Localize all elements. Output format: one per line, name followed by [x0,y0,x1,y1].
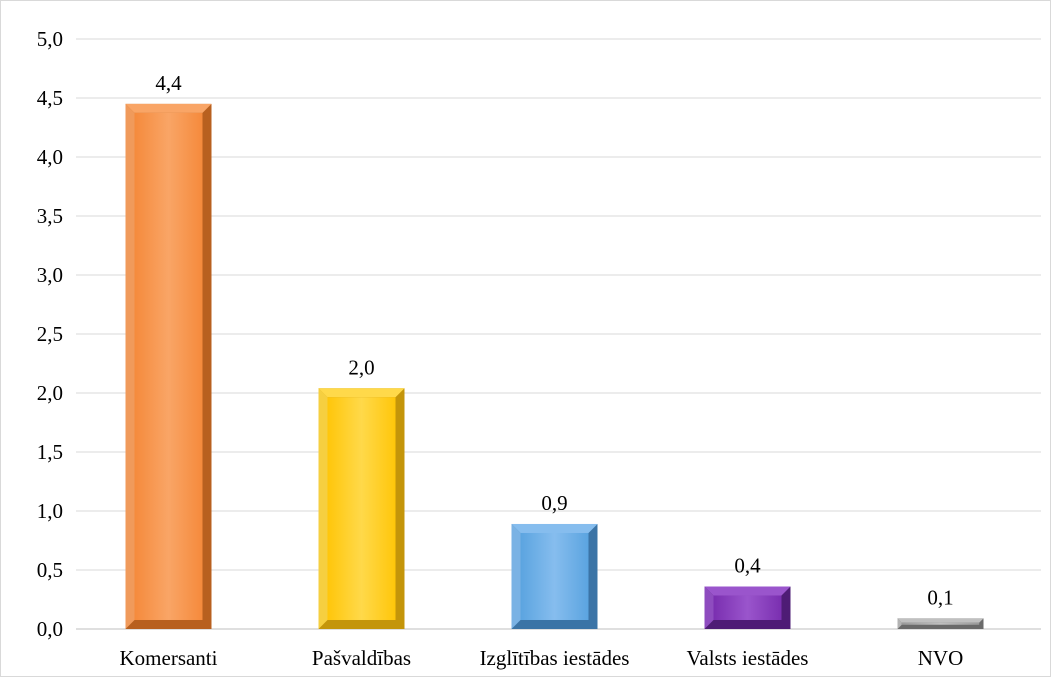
bar-face [901,622,980,625]
data-label: 4,4 [155,71,182,95]
data-label: 0,4 [734,554,761,578]
bar-bevel-left [318,388,328,629]
x-category-label: Izglītības iestādes [480,646,630,670]
data-label: 2,0 [348,355,374,379]
y-tick-label: 2,5 [37,322,63,346]
y-tick-label: 5,0 [37,27,63,51]
y-tick-label: 4,5 [37,86,63,110]
y-tick-label: 4,0 [37,145,63,169]
data-labels: 4,4 2,0 0,9 0,4 0,1 [155,71,953,609]
y-tick-label: 0,5 [37,558,63,582]
bar-bevel-top [125,103,212,113]
bar-bevel-top [704,586,791,596]
bars [125,103,984,629]
y-tick-label: 2,0 [37,381,63,405]
x-category-label: NVO [918,646,964,670]
y-tick-label: 3,0 [37,263,63,287]
bar-bevel-left [125,103,135,629]
gridlines [76,38,1041,630]
bar-bevel-top [511,523,598,533]
bar-0 [125,103,212,629]
x-axis-categories: Komersanti Pašvaldības Izglītības iestādes… [120,646,964,670]
y-tick-label: 3,5 [37,204,63,228]
bar-face [520,532,589,620]
y-axis-ticks: 0,0 0,5 1,0 1,5 2,0 2,5 3,0 3,5 4,0 4,5 5,0 [37,27,63,641]
bar-1 [318,388,405,629]
bar-bevel-left [511,523,521,629]
bar-bevel-left [704,586,714,629]
data-label: 0,1 [927,585,953,609]
x-category-label: Pašvaldības [312,646,411,670]
x-category-label: Valsts iestādes [687,646,809,670]
bar-2 [511,523,598,629]
y-tick-label: 1,5 [37,440,63,464]
bar-bevel-left [897,618,902,629]
bar-face [134,112,203,621]
bar-bevel-top [897,618,984,623]
y-tick-label: 1,0 [37,499,63,523]
y-tick-label: 0,0 [37,617,63,641]
bar-3 [704,586,791,629]
x-category-label: Komersanti [120,646,218,670]
data-label: 0,9 [541,491,567,515]
bar-face [713,595,782,620]
bar-face [327,397,396,620]
bar-4 [897,618,984,629]
bar-bevel-top [318,388,405,398]
